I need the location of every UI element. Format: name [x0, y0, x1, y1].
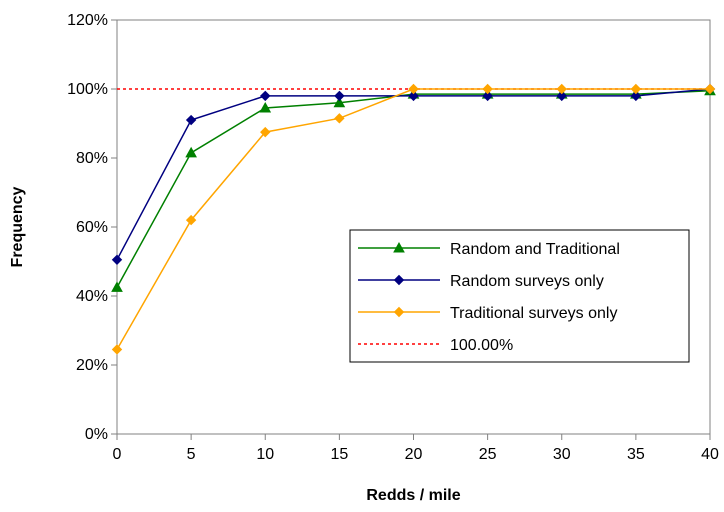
legend-item: 100.00% — [358, 337, 513, 354]
data-point — [111, 281, 123, 292]
data-point — [334, 113, 345, 124]
series-layer — [111, 83, 716, 355]
y-tick-label: 120% — [67, 12, 108, 29]
y-axis-ticks: 0% 20% 40% 60% 80% 100% 120% — [67, 12, 117, 443]
y-tick-label: 20% — [76, 357, 108, 374]
legend-box — [349, 229, 690, 363]
x-axis-title: Redds / mile — [366, 487, 460, 504]
legend-item: Random and Traditional — [358, 241, 620, 258]
data-point — [704, 83, 716, 95]
x-tick-label: 10 — [256, 446, 274, 463]
data-point — [185, 214, 197, 226]
legend-marker — [393, 306, 405, 318]
plot-area — [116, 19, 711, 435]
y-tick-label: 40% — [76, 288, 108, 305]
y-tick-label: 0% — [85, 426, 108, 443]
data-point — [111, 254, 123, 265]
data-point — [630, 90, 642, 102]
legend: Random and Traditional Random surveys onl… — [349, 229, 690, 363]
data-point — [556, 90, 567, 102]
data-point — [482, 83, 493, 95]
data-point — [630, 83, 642, 95]
data-point — [556, 83, 567, 95]
data-point — [334, 90, 345, 102]
x-tick-label: 25 — [479, 446, 497, 463]
x-tick-label: 5 — [187, 446, 196, 463]
legend-marker — [393, 241, 405, 253]
data-point — [260, 126, 271, 138]
data-point — [260, 90, 271, 102]
data-point — [259, 101, 272, 113]
y-tick-label: 80% — [76, 150, 108, 167]
series-traditional-surveys-only — [111, 83, 716, 355]
x-tick-label: 20 — [405, 446, 423, 463]
x-tick-label: 30 — [553, 446, 571, 463]
data-point — [333, 96, 346, 108]
legend-label: Random surveys only — [450, 273, 604, 290]
x-tick-label: 40 — [701, 446, 719, 463]
data-point — [185, 114, 197, 126]
x-tick-label: 15 — [330, 446, 348, 463]
data-point — [482, 90, 493, 102]
y-tick-label: 60% — [76, 219, 108, 236]
data-point — [111, 344, 123, 355]
x-tick-label: 35 — [627, 446, 645, 463]
legend-label: Traditional surveys only — [450, 305, 617, 322]
legend-label: 100.00% — [450, 337, 513, 354]
y-tick-label: 100% — [67, 81, 108, 98]
y-axis-title: Frequency — [9, 186, 26, 267]
legend-label: Random and Traditional — [450, 241, 620, 258]
legend-marker — [393, 274, 405, 286]
x-axis-ticks: 0 5 10 15 20 25 30 35 40 — [113, 434, 719, 463]
data-point — [408, 83, 419, 95]
x-tick-label: 0 — [113, 446, 122, 463]
legend-item: Traditional surveys only — [358, 305, 617, 322]
data-point — [408, 90, 419, 102]
data-point — [185, 146, 197, 158]
legend-item: Random surveys only — [358, 273, 604, 290]
